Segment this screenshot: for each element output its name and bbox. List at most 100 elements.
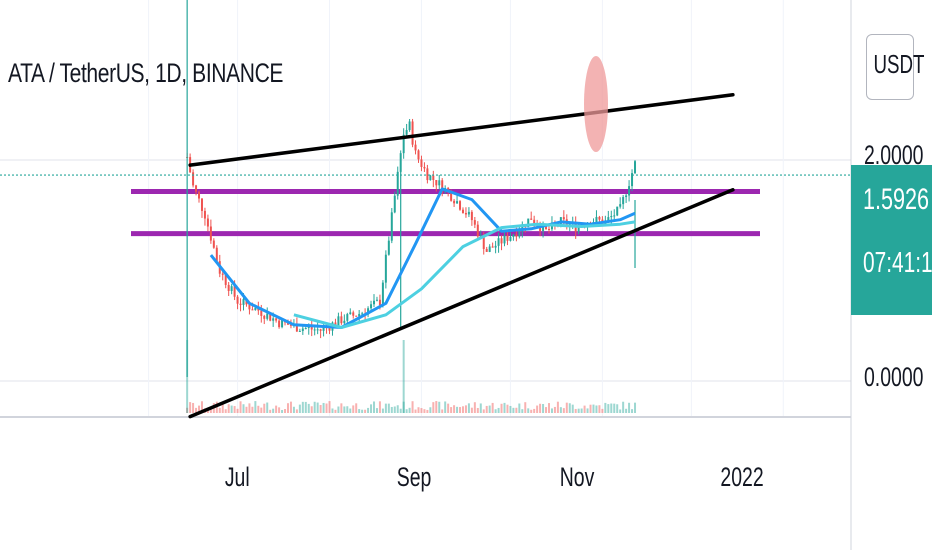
volume-bar: [269, 409, 272, 413]
currency-button[interactable]: USDT: [866, 34, 924, 100]
volume-bar: [598, 405, 601, 413]
time-tick-nov: Nov: [559, 462, 595, 492]
volume-bar: [375, 408, 378, 413]
volume-bar: [456, 406, 459, 413]
candle-body: [521, 224, 524, 232]
candle-body: [506, 235, 509, 241]
candle-body: [328, 327, 331, 331]
candle-body: [361, 313, 364, 315]
candle-body: [289, 324, 292, 326]
candle-body: [435, 179, 438, 186]
candle-body: [203, 210, 206, 219]
volume-bar: [200, 401, 203, 413]
candle-body: [378, 299, 381, 306]
volume-bar: [542, 404, 545, 413]
candle-body: [461, 209, 464, 214]
chart-overlay: [0, 56, 851, 176]
candle-body: [622, 197, 625, 205]
candle-body: [613, 215, 616, 217]
candle-body: [239, 303, 242, 305]
candle-body: [634, 161, 637, 174]
volume-bar: [601, 408, 604, 413]
volume-bar: [616, 404, 619, 413]
candle-body: [482, 235, 485, 249]
bar-countdown: 07:41:15: [863, 247, 932, 279]
volume-bar: [322, 402, 325, 413]
current-price-value: 1.5926: [863, 183, 930, 216]
volume-bar: [515, 407, 518, 413]
volume-bar: [607, 404, 610, 413]
candle-body: [192, 172, 195, 186]
candle-body: [281, 319, 284, 328]
marker-ellipse: [584, 56, 608, 152]
volume-bar: [565, 402, 568, 413]
candle-body: [387, 240, 390, 255]
candle-body: [236, 296, 239, 304]
candle-body: [473, 220, 476, 225]
volume-bar: [485, 405, 488, 413]
candle-body: [212, 240, 215, 248]
volume-bar: [533, 408, 536, 413]
volume-bar: [257, 405, 260, 413]
volume-bar: [393, 406, 396, 413]
volume-bar: [479, 403, 482, 413]
trendline-1: [188, 92, 735, 167]
candle-body: [488, 246, 491, 252]
candle-body: [438, 180, 441, 186]
volume-bar: [562, 408, 565, 413]
candle-body: [453, 200, 456, 204]
volume-bar: [278, 407, 281, 413]
volume-bar: [251, 406, 254, 413]
candle-body: [515, 234, 518, 237]
volume-bar: [595, 405, 598, 413]
time-tick-sep: Sep: [396, 462, 432, 492]
trendline-2: [188, 188, 735, 419]
volume-bar: [292, 406, 295, 413]
candle-body: [266, 313, 269, 319]
candle-body: [381, 282, 384, 306]
volume-bar: [286, 403, 289, 413]
volume-bar: [367, 407, 370, 413]
candle-body: [503, 235, 506, 244]
candle-body: [577, 225, 580, 232]
candle-body: [408, 121, 411, 131]
candle-body: [423, 166, 426, 169]
volume-bar: [536, 405, 539, 413]
candle-body: [497, 238, 500, 246]
candle-body: [631, 173, 634, 187]
candle-body: [456, 201, 459, 204]
volume-bar: [574, 408, 577, 413]
volume-bar: [304, 401, 307, 413]
candle-body: [518, 231, 521, 237]
volume-bar: [577, 408, 580, 413]
volume-bar: [245, 406, 248, 413]
volume-bar: [518, 403, 521, 413]
volume-bar: [482, 409, 485, 413]
volume-bar: [441, 409, 444, 413]
candle-body: [322, 327, 325, 331]
candle-body: [399, 153, 402, 172]
candle-body: [275, 318, 278, 321]
candle-body: [500, 238, 503, 244]
volume-bar: [420, 408, 423, 413]
candle-body: [206, 218, 209, 227]
candle-body: [278, 320, 281, 328]
volume-bar: [586, 408, 589, 413]
volume-bar: [364, 409, 367, 413]
candle-body: [370, 304, 373, 309]
volume-bar: [530, 409, 533, 413]
trendlines: [188, 92, 735, 419]
candle-body: [195, 185, 198, 192]
volume-bar: [289, 401, 292, 413]
volume-bar: [447, 403, 450, 413]
candle-body: [390, 212, 393, 241]
volume-bar: [281, 409, 284, 413]
candle-body: [343, 320, 346, 324]
volume-bar: [438, 401, 441, 413]
volume-bar: [464, 405, 467, 413]
candle-body: [393, 195, 396, 213]
volume-bar: [390, 406, 393, 413]
volume-bar: [186, 407, 189, 413]
volume-bars: [186, 340, 637, 413]
